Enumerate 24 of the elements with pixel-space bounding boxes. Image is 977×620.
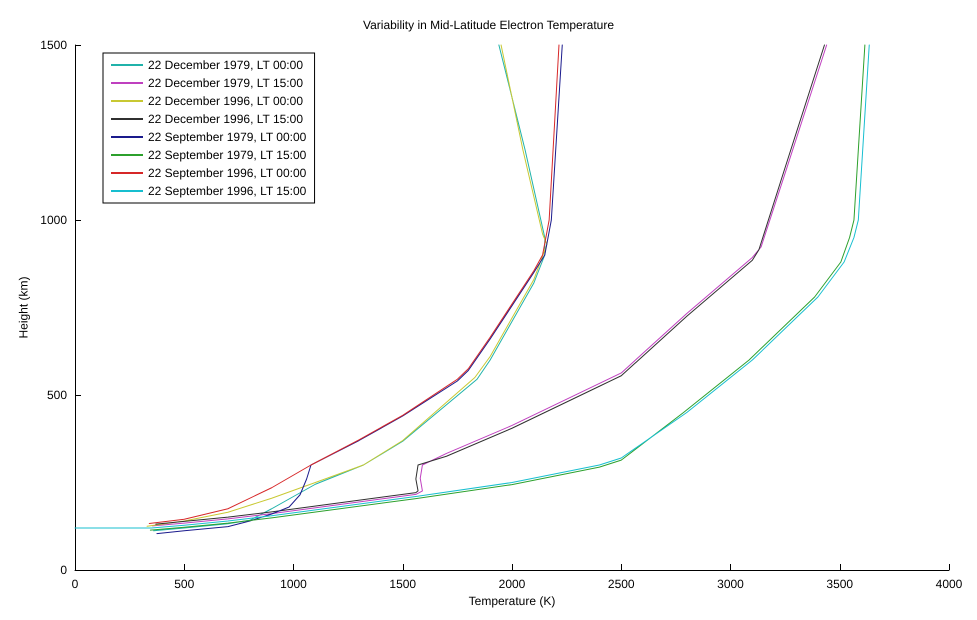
- x-axis-title: Temperature (K): [468, 594, 556, 608]
- legend-label: 22 December 1979, LT 15:00: [148, 76, 304, 90]
- x-tick-label: 500: [174, 577, 195, 591]
- legend-label: 22 September 1979, LT 15:00: [148, 148, 307, 162]
- legend-label: 22 December 1996, LT 00:00: [148, 94, 304, 108]
- y-axis-title: Height (km): [16, 276, 30, 339]
- x-tick-label: 3000: [717, 577, 744, 591]
- x-tick-label: 3500: [826, 577, 854, 591]
- x-tick-label: 0: [72, 577, 79, 591]
- y-tick-label: 500: [46, 388, 68, 402]
- x-tick-label: 2500: [608, 577, 635, 591]
- x-tick-label: 2000: [498, 577, 526, 591]
- x-tick-label: 4000: [936, 577, 963, 591]
- legend-label: 22 September 1996, LT 00:00: [148, 166, 307, 180]
- legend-label: 22 December 1979, LT 00:00: [148, 58, 304, 72]
- legend-label: 22 December 1996, LT 15:00: [148, 112, 304, 126]
- chart-title: Variability in Mid-Latitude Electron Temperature: [362, 18, 614, 32]
- legend-label: 22 September 1979, LT 00:00: [148, 130, 307, 144]
- legend-label: 22 September 1996, LT 15:00: [148, 184, 307, 198]
- x-tick-label: 1500: [389, 577, 416, 591]
- x-tick-label: 1000: [280, 577, 308, 591]
- y-tick-label: 1500: [40, 38, 68, 52]
- y-tick-label: 1000: [40, 213, 68, 227]
- y-tick-label: 0: [60, 563, 68, 577]
